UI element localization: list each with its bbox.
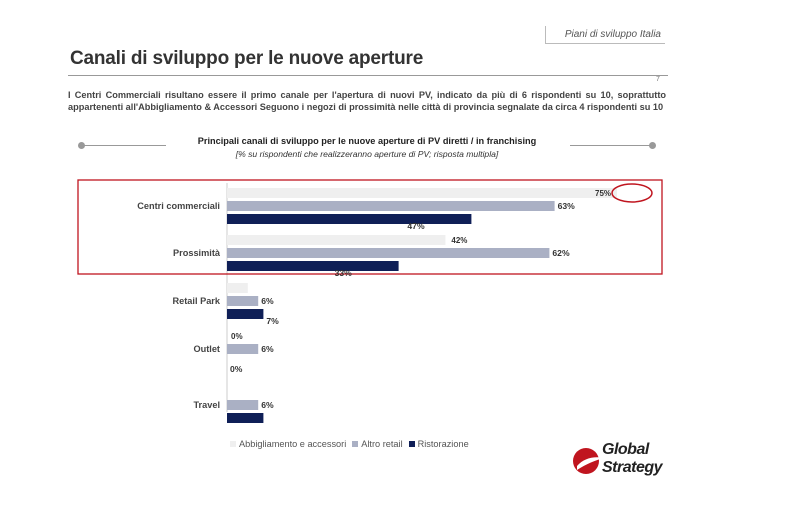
legend-label: Abbigliamento e accessori	[239, 439, 347, 449]
category-label: Prossimità	[173, 248, 221, 258]
intro-paragraph: I Centri Commerciali risultano essere il…	[68, 90, 666, 112]
legend-swatch	[352, 441, 359, 447]
data-label: 42%	[451, 236, 467, 245]
logo-mark-icon	[573, 448, 604, 474]
bar	[227, 248, 550, 258]
title-line-left	[82, 145, 166, 146]
bar	[227, 188, 617, 198]
bar	[227, 201, 555, 211]
legend-swatch	[230, 441, 236, 447]
category-label: Travel	[193, 400, 220, 410]
bar	[227, 400, 259, 410]
bar	[227, 413, 264, 423]
category-label: Retail Park	[173, 296, 221, 306]
legend-item: Ristorazione	[408, 439, 469, 449]
category-label: Centri commerciali	[137, 201, 220, 211]
title-dot-left	[78, 142, 85, 149]
legend-swatch	[408, 441, 415, 447]
legend-item: Abbigliamento e accessori	[230, 439, 346, 449]
chart-title: Principali canali di sviluppo per le nuo…	[197, 136, 537, 146]
section-tag: Piani di sviluppo Italia	[545, 26, 665, 44]
page-title: Canali di sviluppo per le nuove aperture	[70, 48, 424, 69]
data-label: 7%	[266, 316, 279, 326]
data-label: 62%	[552, 248, 570, 258]
highlight-box	[77, 179, 663, 275]
bar	[227, 261, 399, 271]
chart-subtitle: [% su rispondenti che realizzeranno aper…	[235, 149, 499, 159]
data-label: 63%	[558, 201, 576, 211]
title-rule	[68, 75, 668, 76]
bar	[227, 283, 248, 293]
bar	[227, 214, 472, 224]
bar	[227, 309, 264, 319]
page-number: 7	[656, 76, 660, 83]
chart-title-block: Principali canali di sviluppo per le nuo…	[78, 136, 656, 166]
data-label: 33%	[335, 268, 353, 278]
global-strategy-logo: Global Strategy	[572, 440, 672, 480]
data-label: 75%	[595, 189, 611, 198]
logo-text-line1: Global	[602, 441, 649, 458]
legend-item: Altro retail	[352, 439, 403, 449]
title-dot-right	[649, 142, 656, 149]
legend-label: Altro retail	[361, 439, 403, 449]
data-label: 0%	[231, 332, 243, 341]
data-label: 6%	[261, 344, 274, 354]
bar	[227, 344, 259, 354]
logo-text-line2: Strategy	[602, 459, 663, 476]
title-line-right	[570, 145, 652, 146]
data-label: 47%	[407, 221, 425, 231]
data-label: 0%	[230, 364, 243, 374]
category-label: Outlet	[193, 344, 220, 354]
chart-legend: Abbigliamento e accessori Altro retail R…	[230, 439, 469, 449]
data-label: 6%	[261, 296, 274, 306]
data-label: 6%	[261, 400, 274, 410]
circled-highlight	[611, 183, 653, 203]
bar	[227, 296, 259, 306]
bar	[227, 235, 446, 245]
legend-label: Ristorazione	[417, 439, 469, 449]
